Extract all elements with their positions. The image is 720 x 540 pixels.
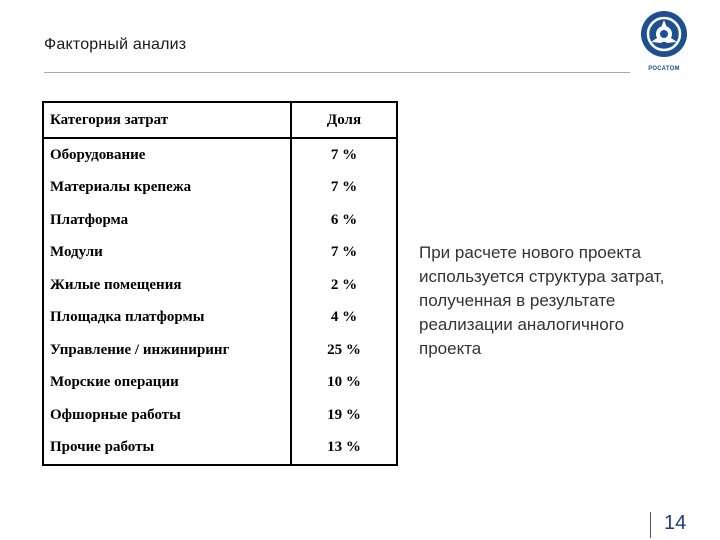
table-row: Оборудование 7 % — [43, 138, 397, 172]
cost-structure-table: Категория затрат Доля Оборудование 7 % М… — [42, 101, 398, 466]
table-row: Материалы крепежа 7 % — [43, 171, 397, 204]
share-cell: 6 % — [330, 211, 358, 228]
column-header-share: Доля — [291, 102, 397, 139]
table-row: Офшорные работы 19 % — [43, 398, 397, 432]
share-cell: 2 % — [330, 276, 358, 293]
share-cell: 19 % — [327, 406, 361, 423]
table-row: Площадка платформы 4 % — [43, 301, 397, 334]
table-row: Управление / инжиниринг 25 % — [43, 333, 397, 367]
share-cell: 4 % — [330, 309, 358, 326]
header-divider — [44, 72, 630, 73]
logo-text: РОСАТОМ — [648, 66, 680, 72]
category-cell: Оборудование — [43, 138, 292, 172]
category-cell: Морские операции — [43, 366, 292, 399]
explanation-note: При расчете нового проекта используется … — [419, 243, 665, 358]
rosatom-logo-icon — [641, 11, 687, 57]
table-row: Морские операции 10 % — [43, 366, 397, 399]
category-cell: Платформа — [43, 203, 292, 237]
column-header-category: Категория затрат — [43, 102, 292, 139]
share-cell: 25 % — [327, 341, 361, 358]
category-cell: Прочие работы — [43, 431, 292, 465]
share-cell: 13 % — [327, 439, 361, 456]
table-row: Жилые помещения 2 % — [43, 268, 397, 302]
page-number: 14 — [664, 512, 687, 534]
category-cell: Площадка платформы — [43, 301, 292, 334]
page-title: Факторный анализ — [44, 36, 187, 53]
table-header-row: Категория затрат Доля — [43, 102, 397, 139]
category-cell: Офшорные работы — [43, 398, 292, 432]
table-row: Прочие работы 13 % — [43, 431, 397, 465]
category-cell: Материалы крепежа — [43, 171, 292, 204]
table-row: Платформа 6 % — [43, 203, 397, 237]
share-cell: 10 % — [327, 374, 361, 391]
category-cell: Модули — [43, 236, 292, 269]
category-cell: Жилые помещения — [43, 268, 292, 302]
share-cell: 7 % — [330, 179, 358, 196]
share-cell: 7 % — [330, 146, 358, 163]
table-row: Модули 7 % — [43, 236, 397, 269]
page-number-divider — [650, 512, 651, 538]
logo: РОСАТОМ — [634, 10, 694, 72]
share-cell: 7 % — [330, 244, 358, 261]
category-cell: Управление / инжиниринг — [43, 333, 292, 367]
